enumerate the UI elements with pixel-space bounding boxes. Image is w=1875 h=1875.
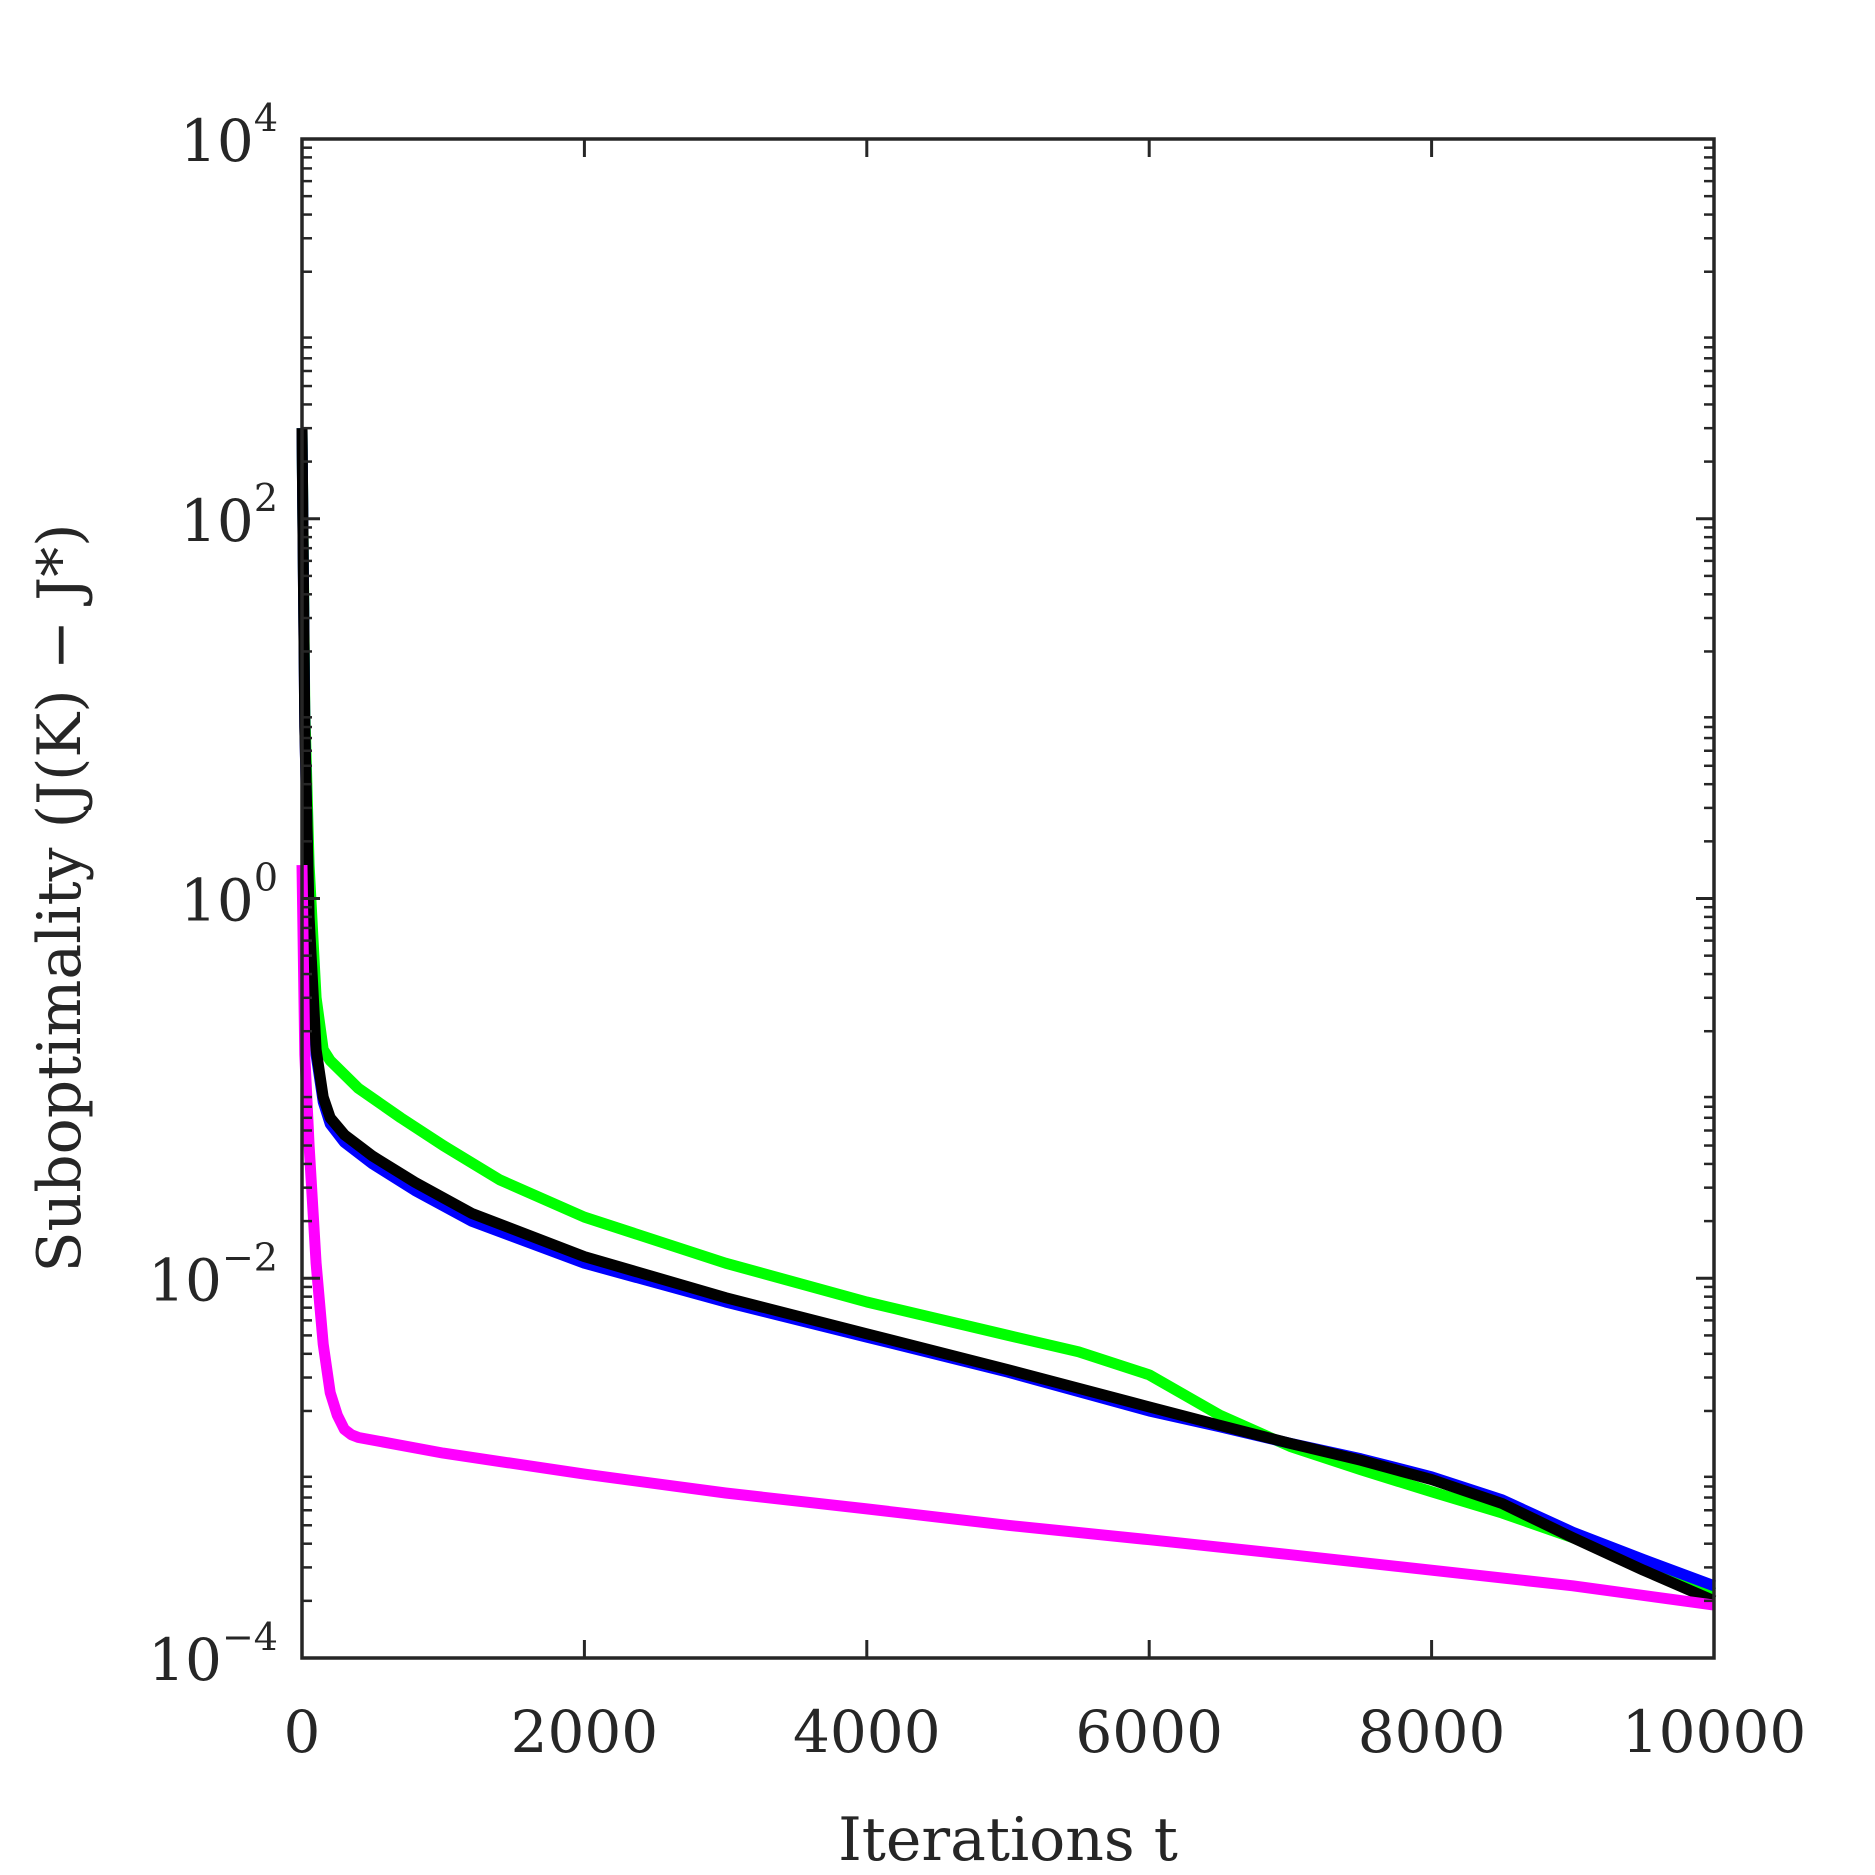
x-axis-label: Iterations t (838, 1805, 1178, 1875)
x-tick-label: 4000 (793, 1698, 941, 1766)
series-line-1 (296, 428, 1717, 1599)
y-tick-label: 104 (180, 96, 278, 175)
x-tick-label: 6000 (1075, 1698, 1223, 1766)
y-tick-label: 102 (180, 476, 278, 555)
series-line-3 (296, 428, 1717, 1606)
x-tick-label: 2000 (511, 1698, 659, 1766)
x-tick-label: 8000 (1358, 1698, 1506, 1766)
series-layer (296, 428, 1717, 1611)
plot-area (302, 139, 1714, 1658)
x-tick-label: 0 (284, 1698, 321, 1766)
y-tick-label: 10−2 (148, 1235, 278, 1314)
y-axis-label: Suboptimality (J(K) − J*) (25, 523, 95, 1272)
x-tick-label: 10000 (1622, 1698, 1807, 1766)
tick-label-layer: 0 2000 4000 6000 8000 10000 10−4 10−2 100 102 104 (148, 96, 1806, 1766)
plot-frame (300, 137, 1716, 1660)
y-tick-label: 10−4 (148, 1615, 278, 1694)
y-tick-label: 100 (180, 856, 278, 935)
series-line-4 (296, 865, 1715, 1611)
